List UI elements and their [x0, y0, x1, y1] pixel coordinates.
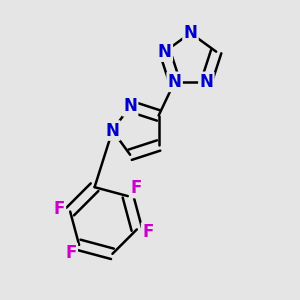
Text: N: N [158, 43, 172, 61]
Text: N: N [184, 24, 197, 42]
Text: F: F [142, 224, 154, 242]
Text: N: N [106, 122, 119, 140]
Text: F: F [53, 200, 65, 217]
Text: N: N [168, 73, 182, 91]
Text: N: N [200, 73, 213, 91]
Text: F: F [130, 179, 142, 197]
Text: F: F [65, 244, 77, 262]
Text: N: N [123, 97, 137, 115]
